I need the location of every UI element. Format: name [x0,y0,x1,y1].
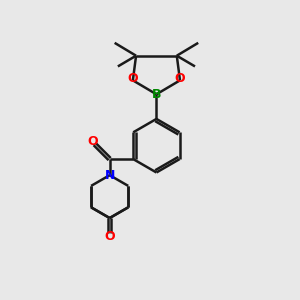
Text: O: O [87,136,98,148]
Text: B: B [152,88,161,101]
Text: O: O [128,72,138,85]
Text: N: N [104,169,115,182]
Text: O: O [104,230,115,243]
Text: O: O [175,72,185,85]
